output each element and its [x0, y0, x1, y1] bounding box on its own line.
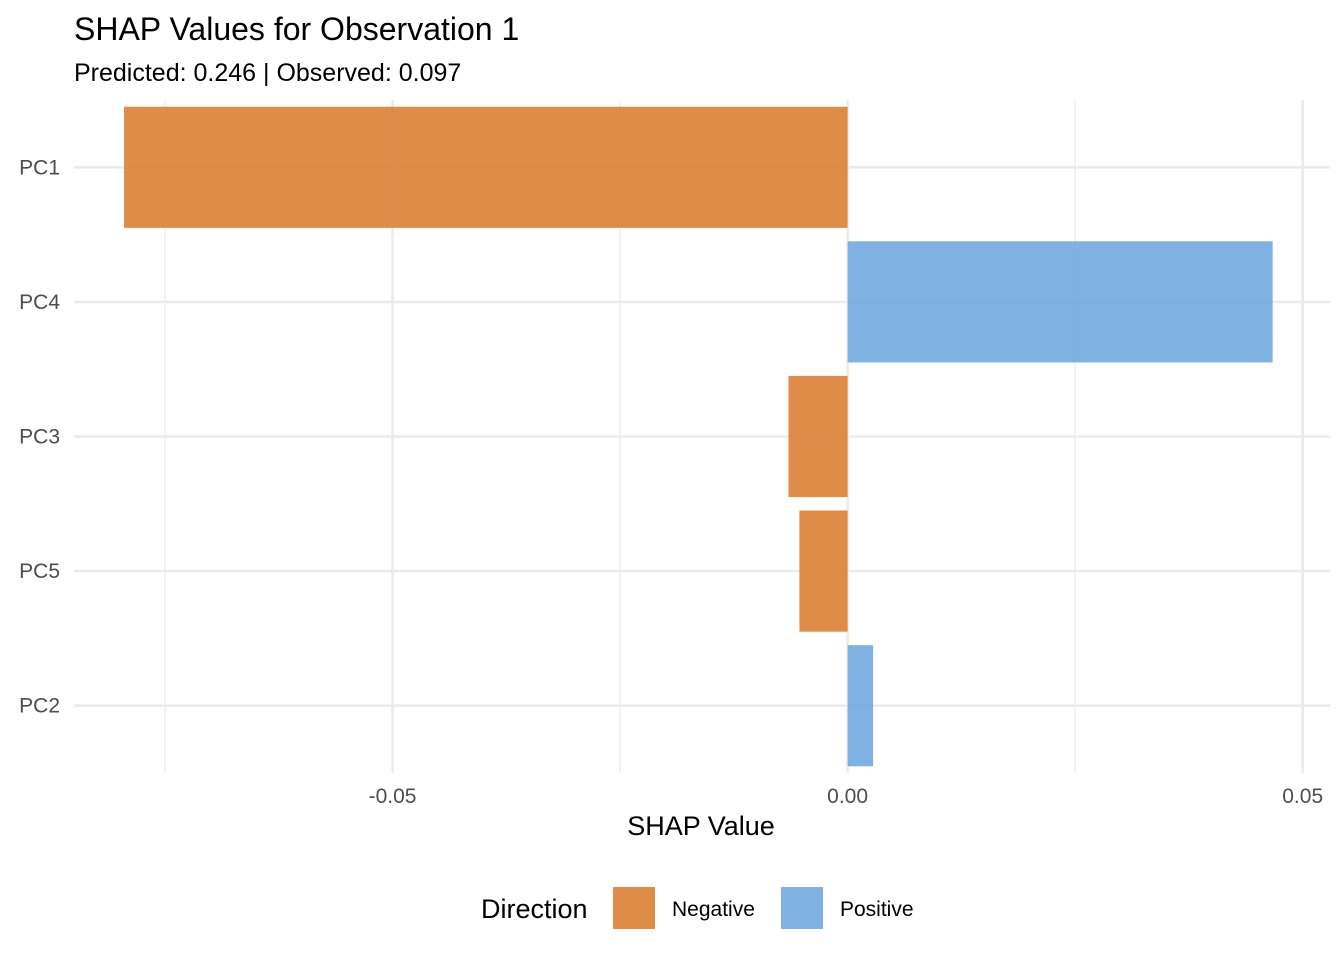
legend-label-negative: Negative [672, 898, 755, 921]
x-axis-title: SHAP Value [627, 811, 775, 841]
y-tick-label-PC3: PC3 [19, 426, 60, 449]
x-axis-tick-labels: -0.05 0.00 0.05 [369, 785, 1324, 808]
y-axis-tick-labels: PC1 PC4 PC3 PC5 PC2 [19, 156, 60, 717]
bar-PC3 [788, 375, 848, 498]
x-tick-label-1: 0.00 [827, 785, 868, 808]
bar-PC1 [124, 106, 848, 228]
x-tick-label-2: 0.05 [1282, 785, 1323, 808]
y-tick-label-PC2: PC2 [19, 695, 60, 718]
legend-title: Direction [481, 894, 588, 924]
y-tick-label-PC4: PC4 [19, 291, 60, 314]
x-tick-label-0: -0.05 [369, 785, 417, 808]
legend-label-positive: Positive [840, 898, 914, 921]
bar-PC4 [847, 241, 1273, 363]
chart-subtitle: Predicted: 0.246 | Observed: 0.097 [74, 59, 461, 87]
legend: Direction Negative Positive [481, 887, 914, 929]
y-tick-label-PC5: PC5 [19, 560, 60, 583]
chart-title: SHAP Values for Observation 1 [74, 11, 519, 47]
bars [124, 106, 1273, 767]
legend-key-positive [781, 887, 823, 929]
y-tick-label-PC1: PC1 [19, 156, 60, 179]
bar-PC2 [847, 645, 874, 767]
legend-key-negative [613, 887, 655, 929]
bar-PC5 [799, 510, 848, 632]
